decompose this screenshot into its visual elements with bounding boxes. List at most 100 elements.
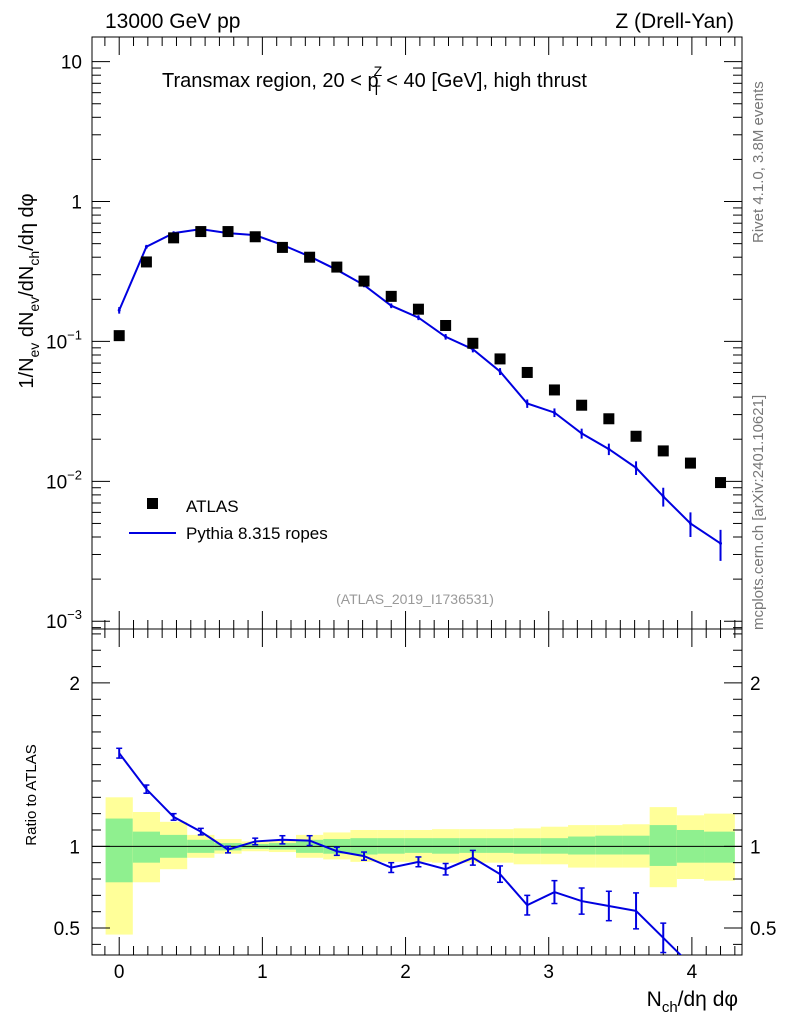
y-tick-label-exp: −3 [67,607,82,622]
atlas-point [715,477,727,489]
band-inner-20 [649,825,677,866]
ratio-y-axis-label: Ratio to ATLAS [23,744,40,845]
ratio-y-tick-label-left-1: 1 [69,837,80,858]
x-tick-label-4: 4 [687,962,698,983]
ratio-panel-ticks: 2 2 1 1 0.5 0.5 0 1 2 3 4 [54,629,776,983]
atlas-point [657,445,669,457]
atlas-point [548,384,560,396]
atlas-point [412,303,424,315]
ylabel-part-3: ev [26,297,42,312]
band-inner-14 [486,838,514,853]
y-tick-label-0: 10 [61,53,82,74]
atlas-point [684,457,696,469]
pythia-point [416,316,420,320]
band-inner-19 [622,835,650,855]
pythia-point [661,494,665,498]
mcplots-side-label: mcplots.cern.ch [arXiv:2401.10621] [750,394,767,630]
x-tick-label-0: 0 [114,962,125,983]
ratio-line [118,752,683,955]
pythia-point [580,431,584,435]
pythia-point [634,466,638,470]
pythia-point [688,521,692,525]
ratio-y-tick-label-right-2: 0.5 [750,919,776,940]
chart-title-main: Transmax region, 20 < p [162,70,379,92]
ratio-panel-series [116,747,683,955]
atlas-point [467,337,479,349]
ratio-y-tick-label-left-0: 2 [69,674,80,695]
ylabel-part-1: ev [26,343,42,358]
chart-title-superscript: Z [374,63,383,79]
chart-title-rest: < 40 [GeV], high thrust [381,70,588,92]
ratio-uncertainty-bands [105,797,735,935]
rivet-side-label: Rivet 4.1.0, 3.8M events [750,81,767,243]
legend: ATLAS Pythia 8.315 ropes [129,497,328,543]
xlabel-part-0: N [647,988,662,1011]
ratio-y-tick-label-right-1: 1 [750,837,761,858]
atlas-point [168,232,180,244]
ratio-y-tick-label-left-2: 0.5 [54,919,80,940]
atlas-point [331,261,343,273]
atlas-point [222,226,234,238]
atlas-point [576,399,588,411]
atlas-point [304,251,316,263]
main-panel-series [113,226,727,561]
band-inner-13 [459,838,487,853]
y-tick-label-2: 10−1 [46,327,82,353]
band-inner-11 [404,838,433,853]
band-inner-1 [132,831,161,863]
atlas-point [494,353,506,365]
atlas-point [440,319,452,331]
pythia-point [117,308,121,312]
xlabel-part-2: /dη dφ [678,988,738,1011]
atlas-point [603,413,615,425]
y-tick-label-exp: −1 [67,327,82,342]
pythia-point [719,541,723,545]
y-tick-label-base: 10 [46,472,67,493]
ylabel-part-4: /dN [16,266,38,297]
x-tick-label-2: 2 [400,962,411,983]
header-left: 13000 GeV pp [105,10,240,33]
analysis-label: (ATLAS_2019_I1736531) [336,591,494,607]
atlas-point [385,290,397,302]
y-tick-label-1: 1 [71,193,82,214]
atlas-point [521,366,533,378]
y-tick-label-base: 10 [61,53,82,74]
chart-title-subscript: T [372,82,381,98]
pythia-point [144,245,148,249]
atlas-point [140,256,152,268]
ylabel-part-2: dN [16,312,38,343]
chart-title: Transmax region, 20 < pZ T < 40 [GeV], hi… [162,63,587,98]
ylabel-part-0: 1/N [16,357,38,388]
x-tick-label-3: 3 [543,962,554,983]
band-inner-22 [704,831,735,863]
y-tick-label-base: 10 [46,332,67,353]
atlas-point [358,275,370,287]
band-inner-18 [595,835,623,855]
band-inner-0 [105,818,133,883]
ylabel-part-5: ch [26,251,42,266]
x-tick-label-1: 1 [257,962,268,983]
atlas-point [630,430,642,442]
atlas-point [195,226,207,238]
pythia-point [552,411,556,415]
main-y-axis-label: 1/Nev dNev/dNch/dη dφ [16,193,42,388]
atlas-point [276,241,288,253]
ratio-y-tick-label-right-0: 2 [750,674,761,695]
atlas-point [249,231,261,243]
atlas-point [113,330,125,342]
band-inner-17 [568,836,596,855]
pythia-point [607,447,611,451]
y-tick-label-4: 10−3 [46,607,82,633]
y-tick-label-base: 1 [71,193,82,214]
y-tick-label-base: 10 [46,612,67,633]
pythia-point [525,402,529,406]
legend-marker-atlas [147,498,158,509]
x-axis-label: Nch/dη dφ [647,988,738,1016]
header-right: Z (Drell-Yan) [615,10,734,33]
ratio-panel-frame [91,628,743,956]
legend-label-atlas: ATLAS [186,497,239,516]
pythia-point [498,369,502,373]
pythia-point [389,304,393,308]
